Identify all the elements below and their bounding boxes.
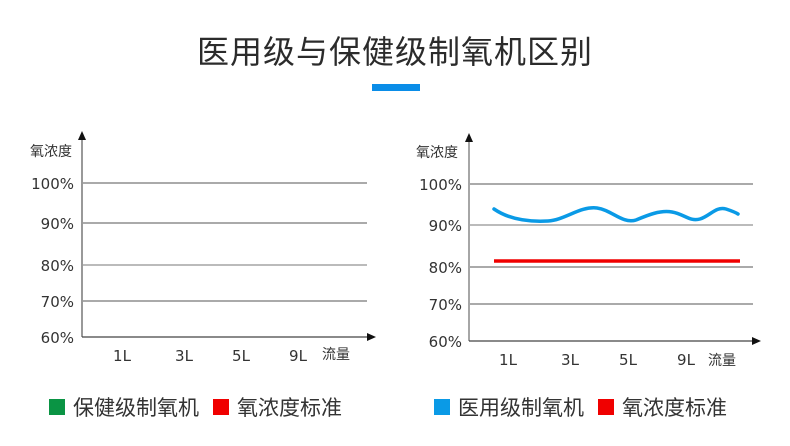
y-axis-arrow-icon <box>78 131 86 140</box>
x-tick-label: 1L <box>499 351 518 369</box>
x-tick-label: 3L <box>561 351 580 369</box>
x-axis-title: 流量 <box>708 353 736 369</box>
legend-label: 医用级制氧机 <box>458 396 584 420</box>
right-chart: 氧浓度 100% 90% 80% 70% 60% 1L 3L 5L 9L 流量 <box>416 133 761 369</box>
y-tick-label: 100% <box>419 176 462 194</box>
x-axis-arrow-icon <box>367 333 376 341</box>
blue-swatch-icon <box>434 399 450 415</box>
x-axis-title: 流量 <box>322 347 350 363</box>
y-tick-label: 60% <box>429 333 462 351</box>
x-tick-label: 5L <box>232 347 251 365</box>
y-tick-label: 70% <box>41 293 74 311</box>
y-tick-label: 80% <box>41 257 74 275</box>
y-tick-label: 70% <box>429 296 462 314</box>
green-swatch-icon <box>49 399 65 415</box>
x-tick-label: 9L <box>289 347 308 365</box>
x-tick-label: 3L <box>175 347 194 365</box>
legend-item-medical-grade: 医用级制氧机 <box>434 392 584 422</box>
y-tick-label: 100% <box>31 175 74 193</box>
y-tick-label: 60% <box>41 329 74 347</box>
left-legend: 保健级制氧机 氧浓度标准 <box>49 392 356 422</box>
legend-item-health-grade: 保健级制氧机 <box>49 392 199 422</box>
y-axis-title: 氧浓度 <box>30 144 72 160</box>
right-legend: 医用级制氧机 氧浓度标准 <box>434 392 741 422</box>
legend-item-standard: 氧浓度标准 <box>598 392 727 422</box>
medical-grade-curve <box>492 206 740 223</box>
legend-label: 氧浓度标准 <box>237 396 342 420</box>
y-tick-label: 90% <box>429 217 462 235</box>
left-chart: 氧浓度 100% 90% 80% 70% 60% 1L 3L 5L 9L 流量 <box>30 131 376 365</box>
y-axis-title: 氧浓度 <box>416 145 458 161</box>
x-tick-label: 9L <box>677 351 696 369</box>
title-underline <box>372 84 420 91</box>
y-axis-arrow-icon <box>465 133 473 142</box>
red-swatch-icon <box>598 399 614 415</box>
page-title: 医用级与保健级制氧机区别 <box>196 33 593 71</box>
y-tick-label: 90% <box>41 215 74 233</box>
legend-label: 氧浓度标准 <box>622 396 727 420</box>
x-tick-label: 1L <box>113 347 132 365</box>
legend-item-standard: 氧浓度标准 <box>213 392 342 422</box>
x-axis-arrow-icon <box>752 337 761 345</box>
legend-label: 保健级制氧机 <box>73 396 199 420</box>
y-tick-label: 80% <box>429 259 462 277</box>
red-swatch-icon <box>213 399 229 415</box>
x-tick-label: 5L <box>619 351 638 369</box>
